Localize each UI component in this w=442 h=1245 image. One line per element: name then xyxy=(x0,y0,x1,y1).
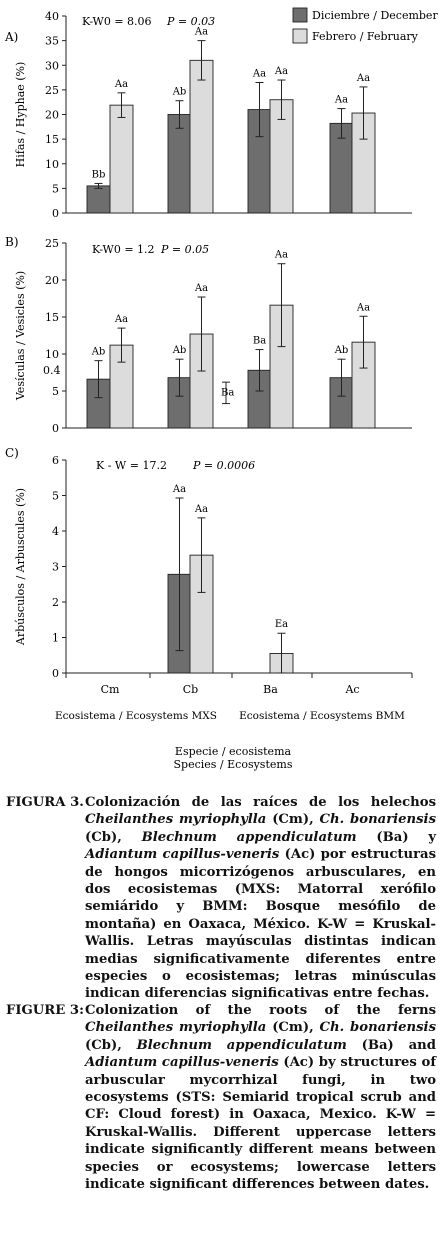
y-tick-label: 15 xyxy=(45,311,59,324)
y-tick-label: 1 xyxy=(52,632,59,645)
legend-swatch-february xyxy=(292,28,308,44)
panel-label: B) xyxy=(5,235,19,249)
significance-label: Bb xyxy=(92,169,106,180)
y-tick-label: 0 xyxy=(52,422,59,435)
ecosystem-label-mxs: Ecosistema / Ecosystems MXS xyxy=(55,710,217,722)
panel-label: C) xyxy=(5,446,19,460)
y-tick-label: 0 xyxy=(52,667,59,680)
x-axis-label-es: Especie / ecosistema xyxy=(175,745,292,758)
caption-english-text: Colonization of the roots of the ferns C… xyxy=(85,1003,436,1193)
p-value: P = 0.03 xyxy=(166,15,215,28)
x-axis-label-en: Species / Ecosystems xyxy=(174,758,293,771)
significance-label: Ab xyxy=(334,345,349,356)
significance-label: Aa xyxy=(334,95,348,106)
y-tick-label: 30 xyxy=(45,59,59,72)
y-tick-label: 20 xyxy=(45,109,59,122)
y-tick-label: 10 xyxy=(45,348,59,361)
extra-value-label: 0.4 xyxy=(43,364,61,377)
y-tick-label: 4 xyxy=(52,525,59,538)
ecosystem-label-bmm: Ecosistema / Ecosystems BMM xyxy=(239,710,405,722)
caption-spanish-text: Colonización de las raíces de los helech… xyxy=(85,795,436,1002)
bar-Cm-february xyxy=(109,104,134,214)
significance-label: Aa xyxy=(356,302,370,313)
bar-Cm-december xyxy=(86,185,111,214)
y-axis-label: Vesículas / Vesicles (%) xyxy=(14,271,27,401)
kw-statistic: K-W0 = 1.2 xyxy=(92,243,155,256)
legend-label-december: Diciembre / December xyxy=(312,9,438,22)
legend-swatch-december xyxy=(292,7,308,23)
y-axis-label: Hifas / Hyphae (%) xyxy=(14,62,27,168)
x-tick-label: Ba xyxy=(263,683,278,696)
y-tick-label: 35 xyxy=(45,35,59,48)
y-tick-label: 5 xyxy=(52,490,59,503)
y-tick-label: 15 xyxy=(45,133,59,146)
y-axis-label: Arbúsculos / Arbuscules (%) xyxy=(14,488,27,646)
y-tick-label: 6 xyxy=(52,454,59,467)
y-tick-label: 25 xyxy=(45,84,59,97)
bar-Cb-december xyxy=(167,114,192,214)
significance-label: Ab xyxy=(172,345,187,356)
significance-label: Ab xyxy=(91,347,106,358)
bar-Cb-february xyxy=(189,59,214,214)
legend-label-february: Febrero / February xyxy=(312,30,419,43)
y-tick-label: 5 xyxy=(52,385,59,398)
caption-spanish-label: FIGURA 3. xyxy=(6,795,84,810)
significance-label: Aa xyxy=(252,68,266,79)
significance-label: Aa xyxy=(356,73,370,84)
p-value: P = 0.05 xyxy=(160,243,209,256)
significance-label: Ba xyxy=(221,387,234,398)
caption-spanish: FIGURA 3. Colonización de las raíces de … xyxy=(6,794,436,1003)
significance-label: Aa xyxy=(274,250,288,261)
significance-label: Aa xyxy=(194,504,208,515)
significance-label: Ab xyxy=(172,87,187,98)
kw-statistic: K-W0 = 8.06 xyxy=(82,15,152,28)
y-tick-label: 40 xyxy=(45,10,59,23)
significance-label: Aa xyxy=(114,314,128,325)
y-tick-label: 2 xyxy=(52,596,59,609)
y-tick-label: 5 xyxy=(52,182,59,195)
significance-label: Aa xyxy=(194,27,208,38)
y-tick-label: 25 xyxy=(45,237,59,250)
kw-statistic: K - W = 17.2 xyxy=(96,459,167,472)
x-tick-label: Ac xyxy=(344,683,359,696)
y-tick-label: 20 xyxy=(45,274,59,287)
x-tick-label: Cm xyxy=(101,683,120,696)
significance-label: Aa xyxy=(194,283,208,294)
y-tick-label: 0 xyxy=(52,207,59,220)
y-tick-label: 10 xyxy=(45,158,59,171)
significance-label: Aa xyxy=(172,484,186,495)
significance-label: Ba xyxy=(253,336,266,347)
x-tick-label: Cb xyxy=(183,683,198,696)
panel-label: A) xyxy=(4,30,18,44)
significance-label: Ea xyxy=(275,619,288,630)
significance-label: Aa xyxy=(274,66,288,77)
caption-english-label: FIGURE 3: xyxy=(6,1003,84,1018)
caption-english: FIGURE 3: Colonization of the roots of t… xyxy=(6,1002,436,1193)
p-value: P = 0.0006 xyxy=(192,459,255,472)
y-tick-label: 3 xyxy=(52,561,59,574)
significance-label: Aa xyxy=(114,79,128,90)
